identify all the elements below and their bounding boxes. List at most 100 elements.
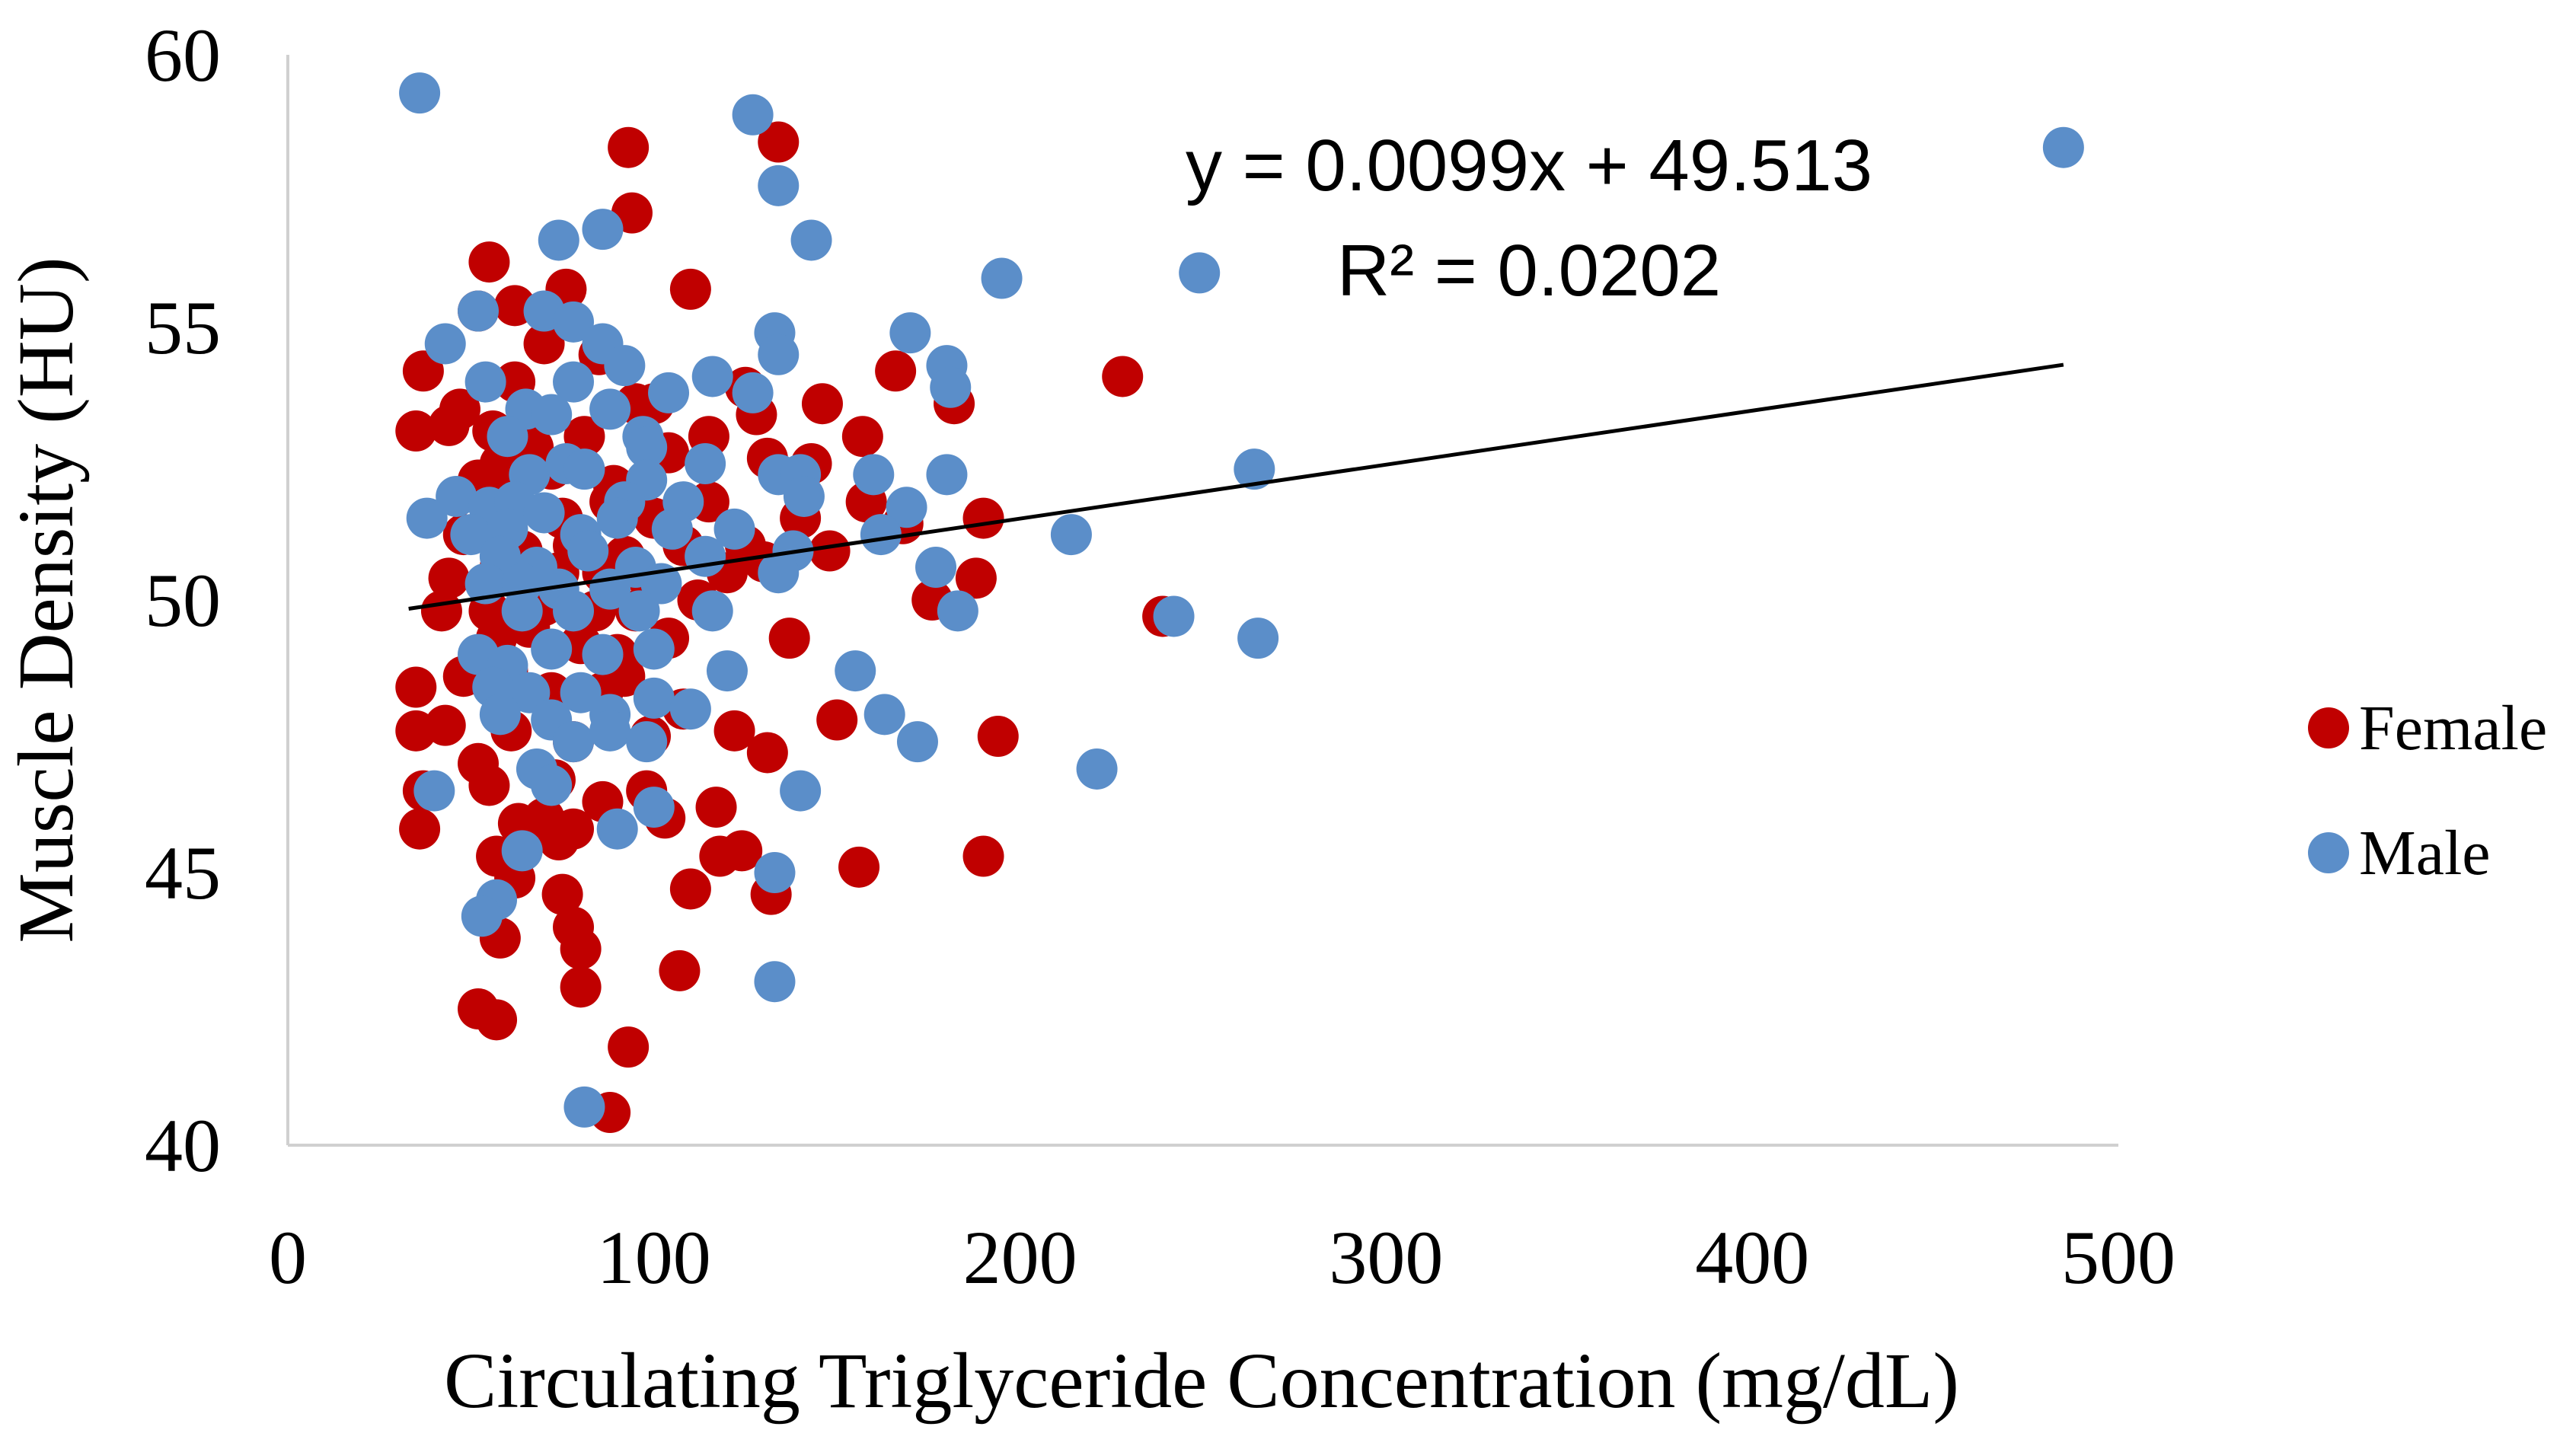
female-point <box>538 819 579 861</box>
male-point <box>464 563 506 605</box>
male-point <box>754 961 796 1003</box>
female-point <box>962 497 1004 539</box>
y-axis-title: Muscle Density (HU) <box>2 257 90 943</box>
female-point <box>758 121 800 163</box>
x-tick-label: 400 <box>1695 1215 1809 1300</box>
male-point <box>560 672 602 713</box>
female-point <box>816 699 858 741</box>
male-point <box>633 677 675 719</box>
male-point <box>589 388 631 430</box>
male-point <box>458 290 500 332</box>
male-point <box>1153 595 1195 637</box>
male-point <box>915 547 957 589</box>
male-series <box>399 72 2084 1128</box>
male-point <box>835 650 876 692</box>
y-tick-label: 60 <box>145 13 221 97</box>
female-point <box>695 787 737 828</box>
male-point <box>633 628 675 670</box>
female-point <box>402 350 444 392</box>
male-point <box>436 475 477 517</box>
male-point <box>853 454 895 496</box>
male-point <box>487 416 528 458</box>
male-point <box>461 895 503 937</box>
female-point <box>420 590 462 632</box>
male-point <box>732 372 774 413</box>
male-point <box>589 710 631 752</box>
x-tick-labels: 0 100 200 300 400 500 <box>269 1215 2175 1300</box>
male-point <box>563 1086 605 1128</box>
male-point <box>604 345 646 387</box>
male-point <box>406 497 448 539</box>
male-point <box>618 590 660 632</box>
male-point <box>399 72 441 114</box>
male-point <box>758 552 800 594</box>
male-point <box>596 497 638 539</box>
male-point <box>1237 618 1279 659</box>
male-point <box>691 356 733 397</box>
x-tick-label: 200 <box>963 1215 1077 1300</box>
male-point <box>501 590 543 632</box>
female-point <box>659 949 701 991</box>
male-point <box>669 688 711 730</box>
male-point <box>553 590 595 632</box>
male-point <box>582 634 624 675</box>
x-tick-label: 500 <box>2061 1215 2175 1300</box>
female-point <box>721 830 763 872</box>
female-point <box>875 350 917 392</box>
female-point <box>955 557 997 599</box>
male-point <box>633 787 675 828</box>
female-point <box>523 323 565 365</box>
female-point <box>428 557 470 599</box>
male-point <box>930 366 972 408</box>
male-point <box>651 508 693 550</box>
male-point <box>2042 126 2084 168</box>
male-point <box>553 301 595 343</box>
trendline <box>408 362 2064 611</box>
male-point <box>553 361 595 403</box>
male-point <box>626 721 668 763</box>
female-point <box>669 868 711 910</box>
female-point <box>746 732 788 774</box>
female-point <box>476 999 518 1041</box>
legend-male-marker <box>2308 832 2349 873</box>
trendline-equation: y = 0.0099x + 49.513 <box>1186 125 1872 206</box>
female-point <box>608 126 650 168</box>
female-point <box>458 742 500 784</box>
male-point <box>886 487 927 528</box>
female-point <box>399 808 441 850</box>
y-tick-labels: 40 45 50 55 60 <box>145 13 221 1188</box>
male-point <box>780 770 822 812</box>
male-point <box>450 514 492 556</box>
y-tick-label: 50 <box>145 558 221 643</box>
male-point <box>706 650 748 692</box>
female-point <box>541 873 583 915</box>
male-point <box>531 394 573 436</box>
female-point <box>395 666 437 708</box>
female-point <box>977 716 1019 757</box>
male-point <box>732 94 774 136</box>
female-point <box>838 846 880 888</box>
legend-female-label: Female <box>2359 693 2547 764</box>
male-point <box>563 448 605 490</box>
male-point <box>553 721 595 763</box>
female-point <box>962 835 1004 877</box>
male-point <box>713 508 755 550</box>
male-point <box>479 694 521 736</box>
female-point <box>395 710 437 752</box>
male-point <box>626 426 668 468</box>
x-tick-label: 0 <box>269 1215 307 1300</box>
male-point <box>648 372 690 413</box>
male-point <box>531 628 573 670</box>
male-point <box>538 219 579 261</box>
male-point <box>783 475 825 517</box>
male-point <box>937 590 978 632</box>
female-point <box>1102 356 1144 397</box>
female-point <box>428 404 470 446</box>
male-point <box>1179 252 1221 294</box>
legend: Female Male <box>2308 693 2547 889</box>
male-point <box>860 514 902 556</box>
x-tick-label: 300 <box>1329 1215 1443 1300</box>
x-tick-label: 100 <box>597 1215 711 1300</box>
male-point <box>889 312 931 354</box>
male-point <box>1076 748 1118 790</box>
